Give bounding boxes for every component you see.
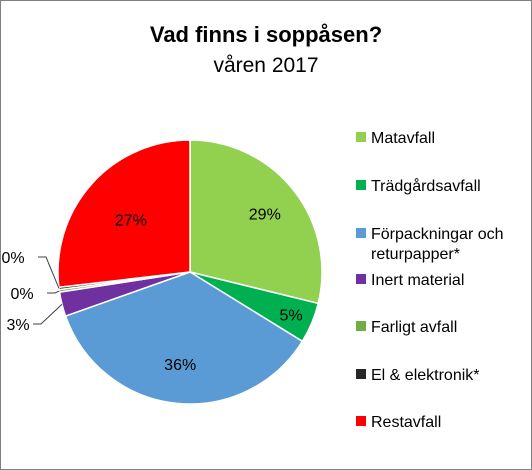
legend-label-el-and-elektronik: El & elektronik*: [371, 367, 480, 384]
chart-subtitle: våren 2017: [213, 54, 318, 77]
legend-swatch-forpackningar-och-returpapper: [356, 228, 366, 238]
legend-label-forpackningar-och-returpapper: Förpackningar och returpapper*: [371, 226, 504, 263]
legend-swatch-tradgardsavfall: [356, 180, 366, 190]
legend-label-inert-material: Inert material: [371, 272, 464, 289]
data-label-restavfall: 27%: [115, 212, 147, 229]
legend-label-restavfall: Restavfall: [371, 414, 441, 431]
leader-line-farligt-avfall: [47, 290, 60, 294]
legend-label-tradgardsavfall: Trädgårdsavfall: [371, 177, 481, 195]
legend-label-matavfall: Matavfall: [371, 130, 435, 147]
data-label-farligt-avfall: 0%: [10, 286, 33, 303]
pie-slice-matavfall: [189, 139, 323, 305]
data-label-el-and-elektronik: 0%: [1, 250, 24, 267]
pie-slice-forpackningar-och-returpapper: [64, 271, 304, 405]
legend-swatch-restavfall: [356, 416, 366, 426]
legend-swatch-el-and-elektronik: [356, 369, 366, 379]
data-label-forpackningar-och-returpapper: 36%: [164, 357, 196, 374]
legend-label-farligt-avfall: Farligt avfall: [371, 319, 457, 336]
data-label-inert-material: 3%: [6, 317, 29, 334]
data-label-matavfall: 29%: [249, 206, 281, 223]
leader-line-inert-material: [33, 303, 63, 325]
legend-swatch-farligt-avfall: [356, 321, 366, 331]
pie-slice-restavfall: [57, 139, 191, 289]
leader-line-el-and-elektronik: [38, 256, 60, 289]
data-label-tradgardsavfall: 5%: [280, 307, 303, 324]
legend-swatch-matavfall: [356, 132, 366, 142]
chart-title: Vad finns i soppåsen?: [150, 22, 382, 47]
legend-swatch-inert-material: [356, 274, 366, 284]
